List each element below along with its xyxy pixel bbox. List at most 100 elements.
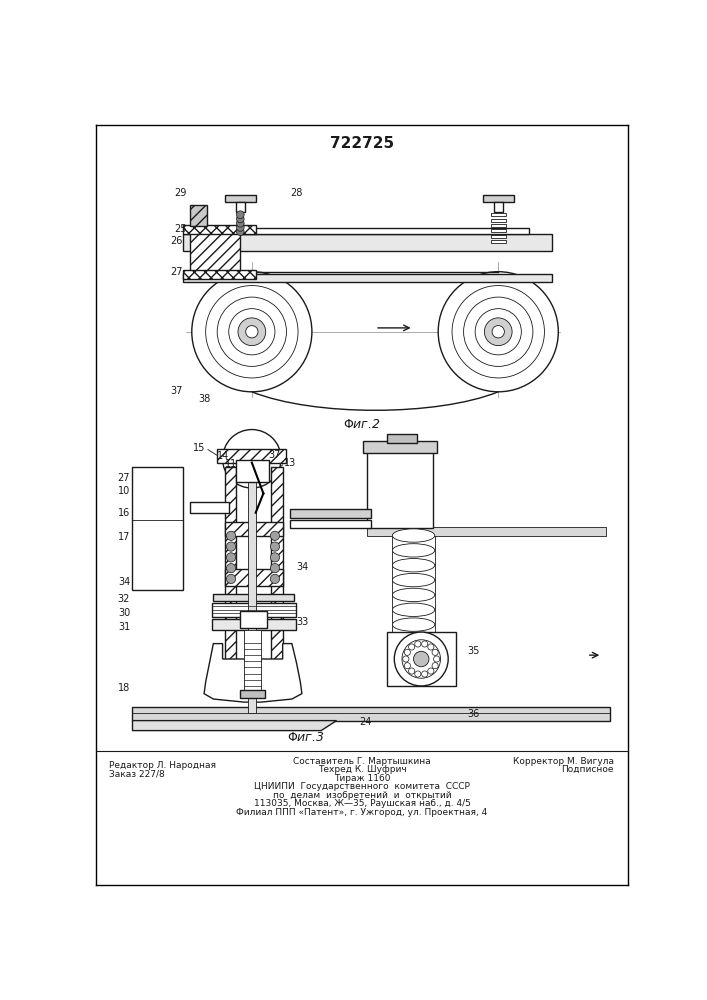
Text: Подписное: Подписное: [561, 765, 614, 774]
Text: Техред К. Шуфрич: Техред К. Шуфрич: [317, 765, 407, 774]
Bar: [225, 195, 256, 202]
Bar: [212, 603, 296, 617]
Text: 18: 18: [118, 683, 130, 693]
Bar: [387, 632, 456, 686]
Text: 13: 13: [284, 458, 296, 468]
Circle shape: [226, 564, 235, 573]
Bar: [368, 527, 606, 536]
Bar: [240, 611, 267, 628]
Bar: [271, 466, 283, 674]
Bar: [491, 235, 506, 238]
Bar: [225, 466, 236, 674]
Circle shape: [414, 651, 429, 667]
Text: 113035, Москва, Ж—35, Раушская наб., д. 4/5: 113035, Москва, Ж—35, Раушская наб., д. …: [254, 799, 470, 808]
Text: Составитель Г. Мартышкина: Составитель Г. Мартышкина: [293, 757, 431, 766]
Circle shape: [484, 318, 512, 346]
Text: ЦНИИПИ  Государственного  комитета  СССР: ЦНИИПИ Государственного комитета СССР: [254, 782, 470, 791]
Bar: [491, 224, 506, 227]
Text: 11: 11: [225, 459, 237, 469]
Text: 25: 25: [174, 224, 187, 234]
Polygon shape: [204, 644, 302, 702]
Text: 35: 35: [467, 646, 480, 656]
Polygon shape: [132, 721, 337, 731]
Circle shape: [226, 553, 235, 562]
Text: 32: 32: [118, 594, 130, 604]
Circle shape: [238, 318, 266, 346]
Text: Корректор М. Вигула: Корректор М. Вигула: [513, 757, 614, 766]
Ellipse shape: [392, 588, 435, 602]
Bar: [225, 522, 283, 536]
Circle shape: [395, 632, 448, 686]
Text: 26: 26: [170, 236, 182, 246]
Text: 722725: 722725: [330, 136, 394, 151]
Bar: [182, 270, 256, 279]
Circle shape: [421, 671, 428, 677]
Bar: [491, 229, 506, 232]
Circle shape: [464, 297, 533, 366]
Circle shape: [236, 224, 244, 231]
Ellipse shape: [392, 529, 435, 542]
Circle shape: [432, 663, 438, 669]
Circle shape: [492, 326, 504, 338]
Bar: [491, 213, 506, 216]
Text: $\Phi$иг.3: $\Phi$иг.3: [287, 731, 325, 744]
Bar: [483, 195, 514, 202]
Text: 36: 36: [467, 709, 479, 719]
Circle shape: [270, 553, 279, 562]
Text: 29: 29: [174, 188, 187, 198]
Text: 15: 15: [193, 443, 206, 453]
Ellipse shape: [392, 573, 435, 587]
Circle shape: [270, 574, 279, 584]
Bar: [244, 630, 261, 691]
Bar: [190, 205, 207, 226]
Ellipse shape: [392, 544, 435, 557]
Circle shape: [428, 668, 434, 674]
Circle shape: [403, 656, 409, 662]
Text: 33: 33: [296, 617, 309, 627]
Bar: [190, 232, 240, 274]
Bar: [387, 434, 417, 443]
Bar: [225, 569, 283, 586]
Bar: [182, 225, 256, 234]
Text: 17: 17: [118, 532, 130, 542]
Circle shape: [409, 644, 415, 650]
Bar: [491, 240, 506, 243]
Circle shape: [236, 215, 244, 223]
Bar: [132, 466, 182, 590]
Circle shape: [223, 430, 281, 488]
Text: 38: 38: [198, 394, 210, 404]
Bar: [236, 460, 269, 482]
Circle shape: [402, 640, 440, 678]
Circle shape: [246, 326, 258, 338]
Text: Тираж 1160: Тираж 1160: [334, 774, 390, 783]
Bar: [363, 441, 437, 453]
Circle shape: [415, 671, 421, 677]
Circle shape: [415, 641, 421, 647]
Circle shape: [229, 309, 275, 355]
Circle shape: [270, 531, 279, 540]
Text: 31: 31: [118, 622, 130, 632]
Bar: [368, 451, 433, 528]
Bar: [206, 228, 529, 234]
Text: 14: 14: [217, 451, 230, 461]
Bar: [217, 449, 286, 463]
Circle shape: [452, 286, 544, 378]
Bar: [491, 219, 506, 222]
Bar: [132, 707, 610, 721]
Circle shape: [226, 574, 235, 584]
Text: 34: 34: [118, 577, 130, 587]
Circle shape: [475, 309, 521, 355]
Circle shape: [236, 211, 244, 219]
Bar: [182, 234, 552, 251]
Circle shape: [236, 228, 244, 235]
Bar: [248, 459, 256, 713]
Circle shape: [217, 297, 286, 366]
Text: $\Phi$иг.2: $\Phi$иг.2: [344, 418, 380, 431]
Circle shape: [421, 641, 428, 647]
Text: 28: 28: [291, 188, 303, 198]
Text: Заказ 227/8: Заказ 227/8: [110, 769, 165, 778]
Circle shape: [226, 542, 235, 551]
Circle shape: [433, 656, 440, 662]
Text: 27: 27: [117, 473, 130, 483]
Circle shape: [409, 668, 415, 674]
